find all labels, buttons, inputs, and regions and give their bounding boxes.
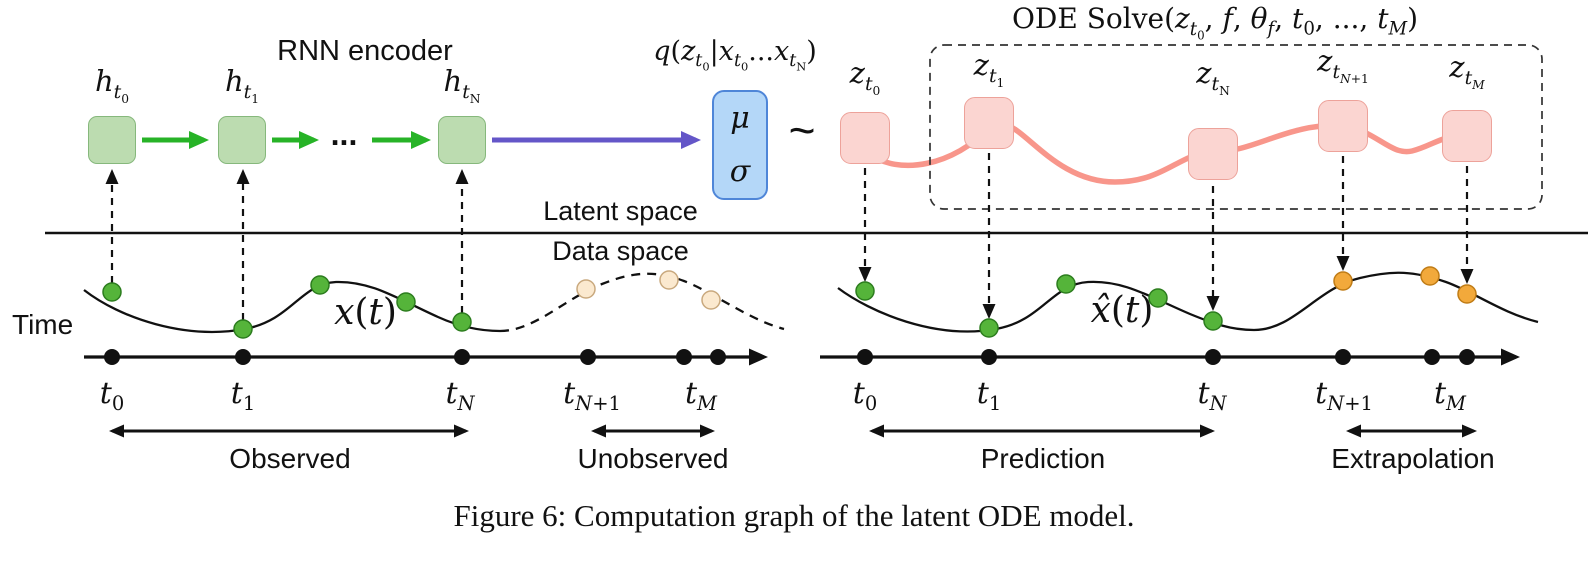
- left-tick-tN: tN: [445, 376, 475, 415]
- z-tN1-label: ztN+1: [1317, 44, 1369, 86]
- right-tick-tN: tN: [1197, 376, 1227, 415]
- z-t0-label: zt0: [849, 56, 881, 98]
- mu-symbol: μ: [730, 101, 750, 136]
- left-tick-tM: tM: [684, 376, 718, 415]
- decoder-output-arrows: [858, 153, 1474, 319]
- right-tick-tM: tM: [1433, 376, 1467, 415]
- time-axis-label: Time: [12, 309, 74, 340]
- figure-caption: Figure 6: Computation graph of the laten…: [453, 498, 1135, 533]
- latent-space-label: Latent space: [543, 196, 698, 226]
- rnn-encoder-label: RNN encoder: [277, 35, 453, 67]
- h-tN-label: htN: [443, 64, 481, 106]
- h-t0-label: ht0: [94, 64, 130, 106]
- ode-solve-label: ODE Solve(zt0, f, θf, t0, ..., tM): [1011, 2, 1419, 43]
- observed-data-dots: [102, 275, 472, 339]
- z-tM-node: [1442, 110, 1492, 162]
- predicted-data-dots: [855, 274, 1223, 338]
- unobserved-region-label: Unobserved: [577, 443, 729, 474]
- left-timeline-axis: [84, 348, 768, 366]
- left-tick-tN1: tN+1: [563, 376, 621, 415]
- h-t1-label: ht1: [224, 64, 260, 106]
- h-t0-node: [88, 116, 136, 164]
- observed-signal-curve: [83, 280, 501, 333]
- z-tN-node: [1188, 128, 1238, 180]
- h-tN-node: [438, 116, 486, 164]
- unobserved-signal-curve: [499, 272, 785, 333]
- right-tick-t0: t0: [852, 376, 878, 415]
- z-tN-label: ztN: [1196, 56, 1230, 98]
- right-tick-tN1: tN+1: [1315, 376, 1373, 415]
- posterior-q-label: q(zt0|xt0...xtN): [653, 36, 817, 74]
- extrapolated-data-dots: [1333, 266, 1477, 304]
- posterior-mu-sigma-box: μ σ: [712, 90, 768, 200]
- right-timeline-ticks-dots: [857, 349, 1475, 365]
- ode-trajectory-curve: [863, 120, 1469, 185]
- right-tick-t1: t1: [976, 376, 1002, 415]
- z-tM-label: ztM: [1449, 50, 1485, 92]
- extrapolation-region-label: Extrapolation: [1331, 443, 1495, 474]
- encoder-input-arrows: [105, 169, 469, 320]
- sigma-symbol: σ: [729, 154, 751, 189]
- unobserved-data-dots: [576, 270, 721, 310]
- right-timeline-axis: [820, 348, 1520, 366]
- sample-tilde-symbol: ~: [788, 104, 816, 156]
- prediction-region-label: Prediction: [980, 443, 1106, 474]
- left-tick-t0: t0: [99, 376, 125, 415]
- h-t1-node: [218, 116, 266, 164]
- z-t0-node: [840, 112, 890, 164]
- data-space-label: Data space: [552, 236, 689, 266]
- ode-solve-dashed-box: [929, 44, 1543, 210]
- xhat-of-t-label: x̂(t): [1090, 290, 1154, 331]
- z-t1-label: zt1: [973, 48, 1005, 90]
- left-timeline-ticks-dots: [104, 349, 726, 365]
- z-t1-node: [964, 97, 1014, 149]
- z-tN1-node: [1318, 100, 1368, 152]
- left-tick-t1: t1: [230, 376, 256, 415]
- rnn-ellipsis: ...: [330, 116, 358, 152]
- observed-region-label: Observed: [229, 443, 351, 474]
- x-of-t-label: x(t): [334, 292, 397, 333]
